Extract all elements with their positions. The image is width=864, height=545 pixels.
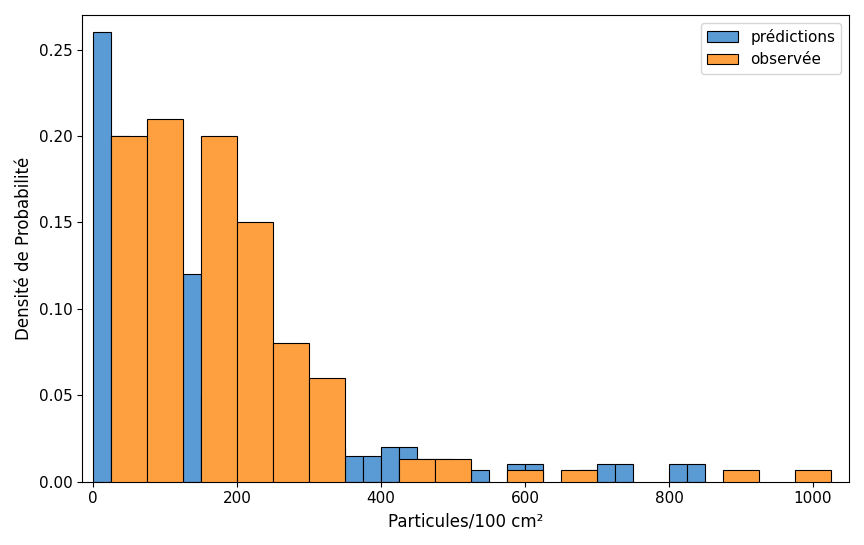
Bar (219, 395, 237, 482)
Bar (147, 119, 183, 482)
Bar (273, 343, 308, 482)
Bar (723, 470, 759, 482)
Bar (597, 464, 615, 482)
Bar (273, 447, 291, 482)
Bar (795, 470, 831, 482)
Bar (237, 222, 273, 482)
Bar (183, 274, 200, 482)
Bar (255, 395, 273, 482)
Bar (687, 464, 705, 482)
Bar (381, 447, 399, 482)
Bar (399, 459, 435, 482)
Bar (327, 447, 345, 482)
Bar (291, 430, 308, 482)
Bar (111, 136, 129, 482)
Bar (200, 395, 219, 482)
Bar (129, 205, 147, 482)
Bar (453, 470, 471, 482)
Bar (435, 459, 471, 482)
X-axis label: Particules/100 cm²: Particules/100 cm² (388, 512, 543, 530)
Bar (525, 464, 543, 482)
Y-axis label: Densité de Probabilité: Densité de Probabilité (15, 157, 33, 340)
Bar (308, 378, 345, 482)
Bar (111, 136, 147, 482)
Bar (147, 240, 165, 482)
Bar (308, 447, 327, 482)
Bar (435, 459, 453, 482)
Bar (669, 464, 687, 482)
Bar (92, 32, 111, 482)
Bar (363, 456, 381, 482)
Legend: prédictions, observée: prédictions, observée (702, 23, 842, 74)
Bar (561, 470, 597, 482)
Bar (615, 464, 633, 482)
Bar (507, 470, 543, 482)
Bar (507, 464, 525, 482)
Bar (237, 395, 255, 482)
Bar (345, 456, 363, 482)
Bar (165, 274, 183, 482)
Bar (399, 447, 417, 482)
Bar (417, 459, 435, 482)
Bar (579, 470, 597, 482)
Bar (471, 470, 489, 482)
Bar (200, 136, 237, 482)
